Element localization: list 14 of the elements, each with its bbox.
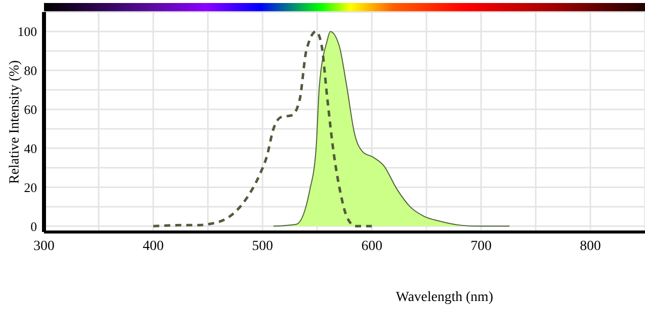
y-tick-label: 80 bbox=[24, 63, 37, 78]
x-tick-label: 600 bbox=[361, 238, 382, 254]
y-tick-label: 20 bbox=[24, 180, 37, 195]
y-axis-title: Relative Intensity (%) bbox=[8, 60, 22, 184]
y-tick-label: 0 bbox=[30, 218, 37, 234]
x-tick-label: 300 bbox=[34, 238, 54, 254]
y-tick-label: 40 bbox=[24, 140, 37, 156]
x-tick-label: 400 bbox=[142, 238, 164, 254]
x-tick-label: 700 bbox=[470, 238, 492, 254]
x-axis-title: Wavelength (nm) bbox=[396, 290, 494, 305]
x-tick-label: 500 bbox=[252, 238, 274, 254]
y-tick-label: 100 bbox=[18, 24, 37, 40]
y-tick-label: 60 bbox=[24, 102, 37, 117]
x-tick-label: 800 bbox=[580, 238, 601, 254]
